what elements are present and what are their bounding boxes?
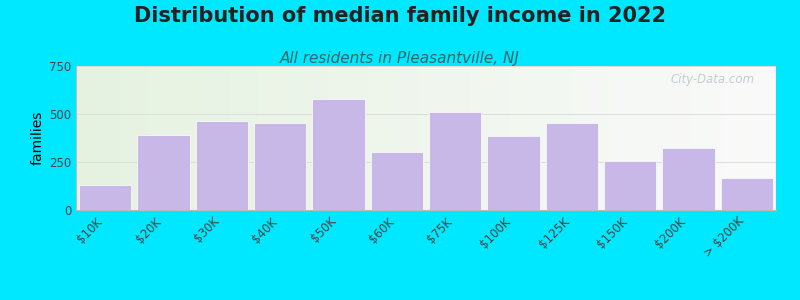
Bar — [662, 148, 714, 210]
Bar — [254, 123, 306, 210]
Text: Distribution of median family income in 2022: Distribution of median family income in … — [134, 6, 666, 26]
Bar — [487, 136, 540, 210]
Bar — [370, 152, 423, 210]
Bar — [312, 99, 365, 210]
Text: City-Data.com: City-Data.com — [671, 73, 755, 86]
Bar — [546, 123, 598, 210]
Bar — [429, 112, 482, 210]
Bar — [195, 121, 248, 210]
Bar — [721, 178, 773, 210]
Bar — [79, 185, 131, 210]
Bar — [138, 135, 190, 210]
Bar — [604, 161, 657, 210]
Text: All residents in Pleasantville, NJ: All residents in Pleasantville, NJ — [280, 51, 520, 66]
Y-axis label: families: families — [30, 111, 45, 165]
